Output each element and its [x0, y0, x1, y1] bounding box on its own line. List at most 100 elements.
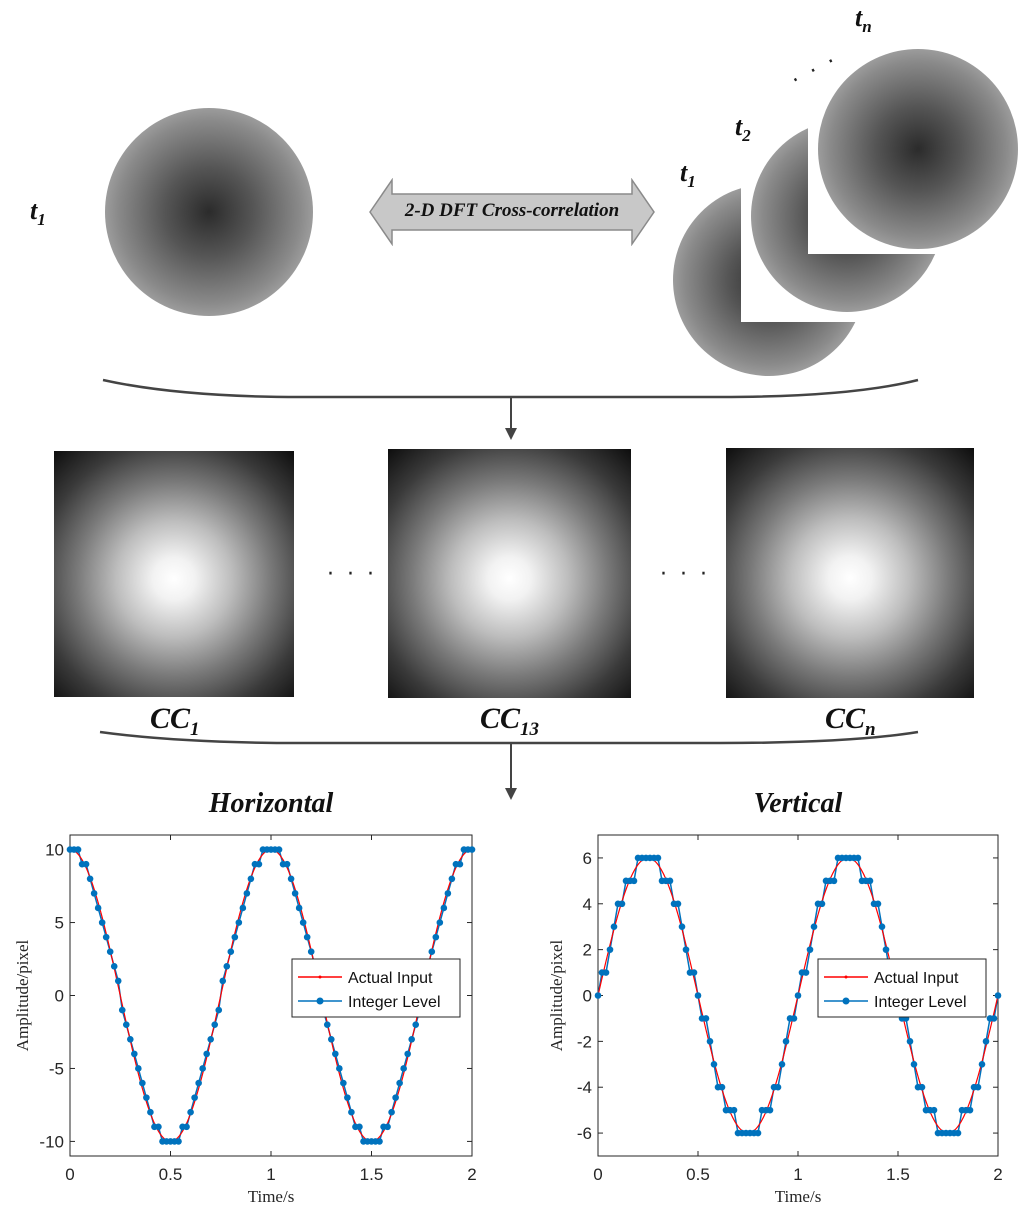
- integer-level-point: [412, 1021, 420, 1028]
- integer-level-point: [392, 1094, 399, 1101]
- x-tick-label: 1: [266, 1165, 275, 1184]
- integer-level-point: [918, 1083, 926, 1091]
- cc13-label: CC13: [480, 702, 540, 740]
- integer-level-point: [211, 1021, 219, 1028]
- integer-level-point: [147, 1108, 154, 1116]
- integer-level-point: [654, 854, 662, 862]
- x-axis-label: Time/s: [248, 1187, 295, 1205]
- integer-level-point: [674, 900, 682, 908]
- integer-level-point: [191, 1094, 198, 1101]
- integer-level-point: [702, 1015, 710, 1022]
- integer-level-point: [618, 900, 626, 908]
- legend-actual-marker: [844, 975, 848, 979]
- integer-level-point: [782, 1038, 790, 1045]
- legend-integer-marker: [316, 997, 324, 1005]
- integer-level-point: [456, 860, 464, 868]
- integer-level-point: [878, 923, 886, 931]
- integer-level-point: [122, 1021, 130, 1028]
- integer-level-point: [255, 860, 263, 868]
- integer-level-point: [283, 860, 291, 868]
- legend-box: [291, 958, 461, 1018]
- integer-level-point: [982, 1038, 990, 1045]
- integer-level-point: [906, 1038, 914, 1045]
- integer-level-point: [247, 875, 255, 883]
- integer-level-point: [183, 1123, 190, 1131]
- left-t1-label: t1: [30, 196, 46, 230]
- integer-level-point: [790, 1015, 798, 1022]
- integer-level-point: [102, 933, 110, 941]
- integer-level-point: [974, 1083, 982, 1091]
- integer-level-point: [106, 948, 114, 956]
- integer-level-point: [778, 1060, 786, 1068]
- integer-level-point: [388, 1108, 395, 1116]
- cc1-image: [54, 451, 294, 697]
- y-tick-label: 5: [55, 914, 64, 933]
- integer-level-point: [118, 1006, 126, 1014]
- integer-level-point: [291, 890, 299, 897]
- integer-level-point: [444, 890, 452, 897]
- integer-level-point: [307, 948, 315, 956]
- integer-level-point: [74, 846, 82, 853]
- integer-level-point: [295, 904, 303, 912]
- y-tick-label: 4: [583, 895, 592, 914]
- integer-level-point: [356, 1123, 363, 1131]
- integer-level-point: [203, 1050, 210, 1058]
- integer-level-point: [223, 963, 231, 970]
- integer-level-point: [175, 1138, 182, 1145]
- y-tick-label: 2: [583, 941, 592, 960]
- integer-level-point: [930, 1106, 938, 1114]
- x-axis-label: Time/s: [775, 1187, 822, 1205]
- x-tick-label: 0.5: [159, 1165, 183, 1184]
- integer-level-point: [706, 1038, 714, 1045]
- middle-ellipsis-right: · · ·: [660, 562, 710, 587]
- brace-top: [102, 378, 919, 440]
- ccn-label: CCn: [825, 702, 876, 740]
- integer-level-point: [239, 904, 247, 912]
- x-tick-label: 0: [65, 1165, 74, 1184]
- integer-level-point: [874, 900, 882, 908]
- y-tick-label: 6: [583, 849, 592, 868]
- integer-level-point: [332, 1050, 339, 1058]
- integer-level-point: [630, 877, 638, 885]
- integer-level-point: [155, 1123, 162, 1131]
- x-tick-label: 1.5: [360, 1165, 384, 1184]
- integer-level-point: [396, 1079, 403, 1087]
- integer-level-point: [794, 992, 802, 999]
- integer-level-point: [127, 1035, 134, 1043]
- y-tick-label: -5: [49, 1059, 64, 1078]
- integer-level-point: [966, 1106, 974, 1114]
- arrow-label: 2-D DFT Cross-correlation: [404, 200, 620, 221]
- integer-level-point: [448, 875, 456, 883]
- integer-level-point: [227, 948, 235, 956]
- frame-tn: [808, 45, 1020, 254]
- integer-level-point: [323, 1021, 331, 1028]
- y-tick-label: 0: [55, 987, 64, 1006]
- integer-level-point: [231, 933, 239, 941]
- integer-level-point: [610, 923, 618, 931]
- integer-level-point: [86, 875, 94, 883]
- legend-integer-label: Integer Level: [874, 994, 967, 1011]
- integer-level-point: [98, 919, 106, 926]
- integer-level-point: [678, 923, 686, 931]
- integer-level-point: [766, 1106, 774, 1114]
- y-tick-label: 10: [45, 841, 64, 860]
- y-tick-label: -4: [577, 1078, 592, 1097]
- dft-cross-correlation-arrow: [369, 178, 655, 246]
- cc1-label: CC1: [150, 702, 200, 740]
- integer-level-point: [303, 933, 311, 941]
- integer-level-point: [606, 946, 614, 953]
- ccn-image: [726, 448, 974, 698]
- integer-level-point: [774, 1083, 782, 1091]
- integer-level-point: [143, 1094, 150, 1101]
- integer-level-point: [340, 1079, 347, 1087]
- integer-level-point: [978, 1060, 986, 1068]
- legend-integer-marker: [842, 997, 850, 1005]
- integer-level-point: [219, 977, 227, 985]
- integer-level-point: [336, 1065, 343, 1072]
- integer-level-point: [82, 860, 90, 868]
- integer-level-point: [682, 946, 690, 953]
- integer-level-point: [400, 1065, 407, 1072]
- legend-integer-label: Integer Level: [348, 994, 441, 1011]
- integer-level-point: [990, 1015, 998, 1022]
- integer-level-point: [710, 1060, 718, 1068]
